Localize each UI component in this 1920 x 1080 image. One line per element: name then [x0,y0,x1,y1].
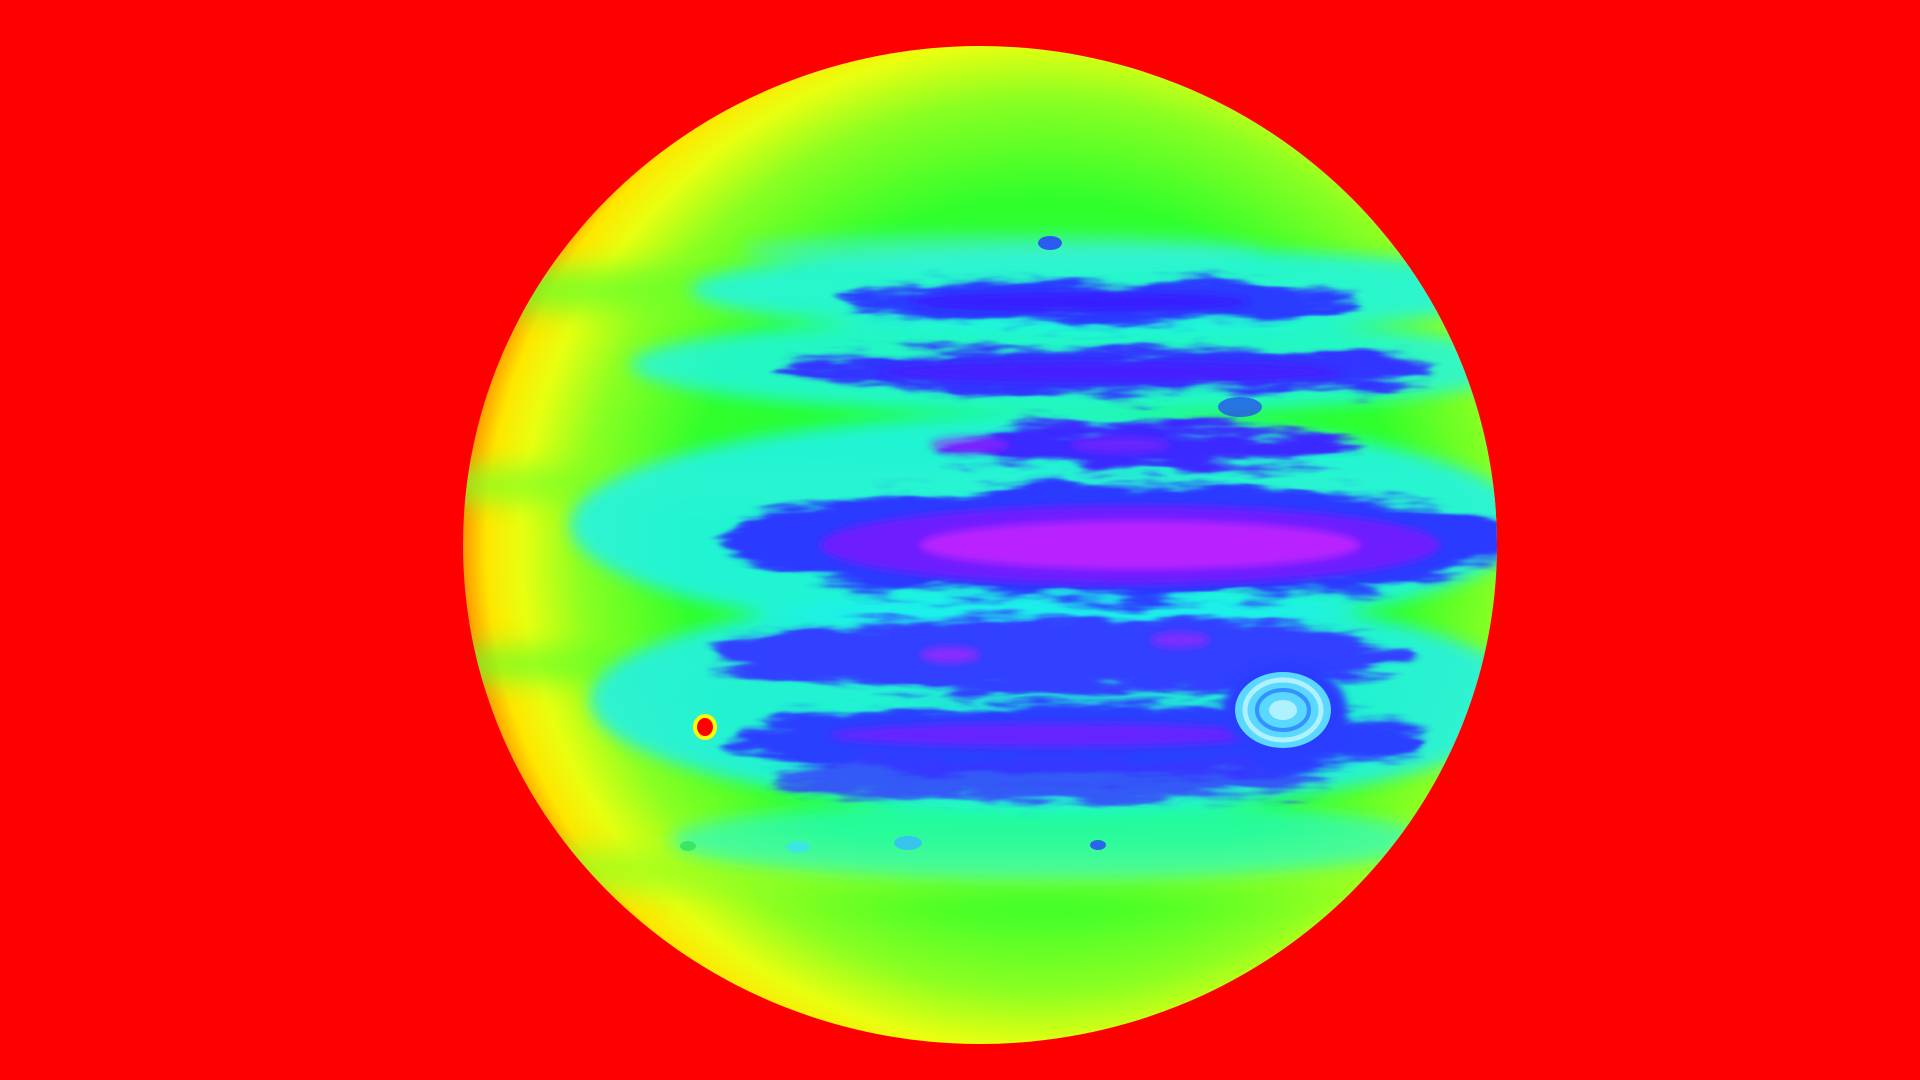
small-storms [680,236,1262,853]
violet-cores [820,292,1440,747]
moon-shadow-spot [693,714,717,740]
oval-storm [1223,662,1347,758]
planet-disk [463,46,1497,1044]
